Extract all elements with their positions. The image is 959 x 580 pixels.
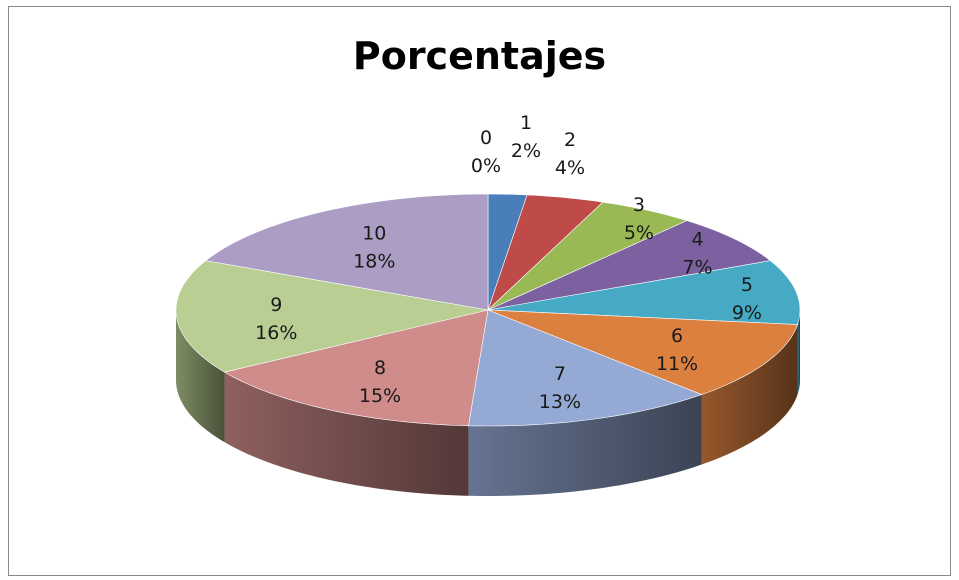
pie-side-5 xyxy=(797,310,800,395)
pie-side-8 xyxy=(224,372,469,496)
slice-category-label: 8 xyxy=(374,357,386,379)
pie-slice-4 xyxy=(487,220,772,311)
slice-category-label: 2 xyxy=(564,129,576,151)
pie-side-9 xyxy=(176,310,225,443)
slice-category-label: 9 xyxy=(270,294,282,316)
pie-side-7 xyxy=(468,394,702,496)
slice-category-label: 4 xyxy=(691,229,703,251)
slice-value-label: 16% xyxy=(255,322,297,344)
slice-category-label: 1 xyxy=(520,112,532,134)
pie-slice-6 xyxy=(487,309,798,395)
slice-value-label: 5% xyxy=(624,222,654,244)
chart-title: Porcentajes xyxy=(352,34,607,78)
slice-value-label: 2% xyxy=(511,140,541,162)
slice-value-label: 4% xyxy=(555,157,585,179)
pie-slice-10 xyxy=(204,193,489,311)
pie-labels: 0 0% 1 2% 2 4% 3 5% 4 7% 5 9% 6 11% 7 13% 8 15% 9 16% 10 18% xyxy=(255,112,762,413)
pie-slice-3 xyxy=(487,201,688,311)
slice-value-label: 11% xyxy=(656,353,698,375)
slice-value-label: 18% xyxy=(353,250,395,272)
slice-value-label: 13% xyxy=(539,391,581,413)
slice-category-label: 7 xyxy=(554,363,566,385)
pie-slice-7 xyxy=(468,309,703,427)
slice-value-label: 9% xyxy=(732,302,762,324)
slice-category-label: 6 xyxy=(671,325,683,347)
slice-value-label: 7% xyxy=(682,257,712,279)
pie-side-6 xyxy=(701,324,798,465)
slice-value-label: 15% xyxy=(359,385,401,407)
slice-category-label: 10 xyxy=(362,222,386,244)
slice-value-label: 0% xyxy=(471,155,501,177)
slice-category-label: 3 xyxy=(633,194,645,216)
slice-category-label: 0 xyxy=(480,127,492,149)
pie-sides xyxy=(176,310,800,496)
pie-slice-8 xyxy=(223,309,489,427)
pie-slice-9 xyxy=(175,260,489,373)
pie-slices xyxy=(175,193,801,427)
pie-slice-2 xyxy=(487,194,604,311)
slice-category-label: 5 xyxy=(741,274,753,296)
pie-slice-5 xyxy=(487,260,801,325)
